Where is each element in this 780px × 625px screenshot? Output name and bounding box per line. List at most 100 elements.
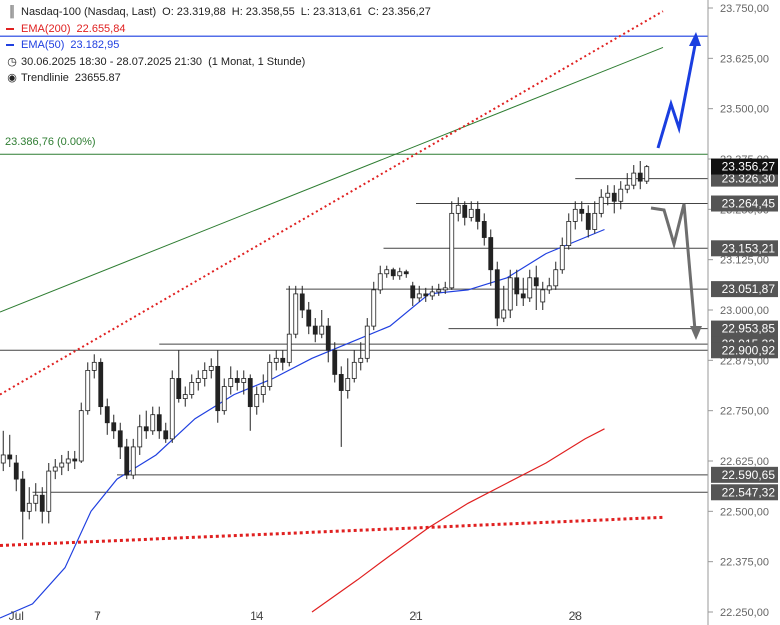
candle-body bbox=[7, 454, 13, 460]
candle-body bbox=[605, 192, 611, 198]
legend-trendline-value: 23655.87 bbox=[74, 72, 121, 84]
candle-body bbox=[137, 426, 143, 448]
level-label-bg bbox=[711, 170, 778, 187]
candle-body bbox=[189, 382, 195, 395]
level-label: 22.547,32 bbox=[722, 485, 776, 499]
price-tick-label: 22.875,00 bbox=[720, 355, 769, 367]
candle-body bbox=[13, 462, 19, 480]
candle-body bbox=[163, 430, 169, 440]
candle-body bbox=[195, 378, 201, 383]
trendline-icon: ◉ bbox=[7, 72, 17, 84]
candle-body bbox=[202, 369, 208, 379]
candle-body bbox=[286, 333, 292, 363]
candle-body bbox=[442, 287, 448, 291]
candle-body bbox=[462, 204, 468, 218]
candle-body bbox=[429, 291, 435, 297]
legend-period-row: ◷ 30.06.2025 18:30 - 28.07.2025 21:30 (1… bbox=[6, 54, 431, 71]
ema50-line bbox=[0, 228, 605, 619]
level-label-bg bbox=[711, 240, 778, 257]
candle-body bbox=[468, 208, 474, 218]
candle-body bbox=[215, 365, 221, 412]
candle-body bbox=[494, 269, 500, 319]
level-label: 22.590,65 bbox=[722, 468, 776, 482]
trend-horizontal-label: 23.386,76 (0.00%) bbox=[5, 136, 96, 148]
legend-ema50-row: EMA(50) 23.182,95 bbox=[6, 37, 431, 54]
candle-body bbox=[156, 414, 162, 432]
candle-body bbox=[169, 378, 175, 440]
price-axis: 23.750,0023.625,0023.500,0023.375,0023.2… bbox=[707, 0, 778, 625]
legend-trendline: Trendlinie bbox=[21, 72, 69, 84]
level-label-bg bbox=[711, 195, 778, 212]
candles-icon: ║ bbox=[8, 6, 16, 18]
candle-body bbox=[208, 365, 214, 371]
level-label-bg bbox=[711, 466, 778, 483]
candle-body bbox=[260, 386, 266, 395]
candle-body bbox=[507, 277, 513, 311]
candle-body bbox=[631, 172, 637, 186]
legend-high: H: 23.358,55 bbox=[231, 6, 295, 18]
time-tick-label: 21 bbox=[409, 609, 423, 623]
ema200-swatch bbox=[6, 27, 14, 30]
level-label: 23.326,30 bbox=[722, 172, 776, 186]
candle-body bbox=[299, 293, 305, 311]
candle-body bbox=[117, 430, 123, 448]
arrow-down-path bbox=[650, 203, 697, 331]
price-tick-label: 23.500,00 bbox=[720, 104, 769, 116]
candle-body bbox=[234, 378, 240, 383]
candle-body bbox=[514, 277, 520, 295]
candle-body bbox=[501, 309, 507, 319]
candle-body bbox=[390, 269, 396, 277]
candle-body bbox=[351, 361, 357, 379]
legend-period: 30.06.2025 18:30 - 28.07.2025 21:30 bbox=[21, 55, 203, 68]
candle-body bbox=[475, 208, 481, 222]
price-tick-label: 22.625,00 bbox=[720, 456, 769, 468]
legend-low: L: 23.313,61 bbox=[300, 6, 362, 18]
arrow-up-head bbox=[689, 32, 701, 46]
candle-body bbox=[559, 245, 565, 271]
candle-body bbox=[325, 325, 331, 351]
candle-body bbox=[533, 277, 539, 287]
candle-body bbox=[553, 269, 559, 287]
legend-open: O: 23.319,88 bbox=[162, 6, 226, 18]
candle-body bbox=[104, 406, 110, 424]
candles bbox=[0, 161, 650, 540]
projection-arrows bbox=[650, 32, 702, 340]
time-axis: Jul 7 14 21 28 bbox=[9, 609, 583, 623]
candle-body bbox=[455, 204, 461, 214]
candle-body bbox=[540, 289, 546, 303]
candle-body bbox=[228, 378, 234, 387]
legend-ema200: EMA(200) bbox=[21, 22, 71, 35]
candle-body bbox=[312, 325, 318, 335]
legend-symbol: Nasdaq-100 (Nasdaq, Last) bbox=[21, 6, 157, 18]
legend-trendline-row: ◉ Trendlinie 23655.87 bbox=[6, 70, 431, 87]
candle-body bbox=[566, 221, 572, 246]
candle-body bbox=[293, 293, 299, 335]
candle-body bbox=[358, 357, 364, 363]
last-price-label: 23.356,27 bbox=[722, 160, 776, 174]
candle-body bbox=[384, 269, 390, 275]
candle-body bbox=[338, 374, 344, 391]
candle-body bbox=[273, 357, 279, 363]
candle-body bbox=[72, 458, 78, 462]
price-tick-label: 23.000,00 bbox=[720, 305, 769, 317]
candle-body bbox=[280, 357, 286, 363]
candle-body bbox=[416, 293, 422, 299]
candle-body bbox=[124, 446, 130, 476]
candle-body bbox=[182, 394, 188, 399]
candle-body bbox=[364, 325, 370, 359]
price-tick-label: 22.500,00 bbox=[720, 506, 769, 518]
candle-body bbox=[436, 289, 442, 293]
candle-body bbox=[546, 285, 552, 291]
candle-body bbox=[306, 309, 312, 327]
candle-body bbox=[488, 237, 494, 271]
candle-body bbox=[637, 172, 643, 182]
arrow-down-head bbox=[690, 326, 702, 340]
level-label-bg bbox=[711, 342, 778, 359]
candle-body bbox=[143, 426, 149, 432]
candle-body bbox=[579, 208, 585, 214]
candle-body bbox=[527, 277, 533, 299]
candle-body bbox=[377, 273, 383, 291]
candle-body bbox=[397, 271, 403, 277]
time-tick-label: 7 bbox=[94, 609, 101, 623]
candle-body bbox=[319, 325, 325, 335]
